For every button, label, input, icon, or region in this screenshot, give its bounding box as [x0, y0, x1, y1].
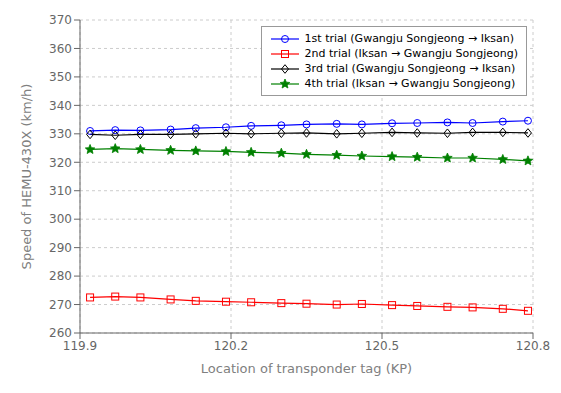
html-text:3rd trial (Gwangju Songjeong →: 3rd trial (Gwangju Songjeong → Iksan)	[304, 62, 516, 75]
html-text:2nd trial (Iksan → Gwangju Son: 2nd trial (Iksan → Gwangju Songjeong)	[304, 47, 518, 60]
svg-text:350: 350	[49, 70, 72, 84]
svg-text:330: 330	[49, 127, 72, 141]
svg-text:270: 270	[49, 298, 72, 312]
svg-text:120.8: 120.8	[516, 339, 550, 353]
svg-text:290: 290	[49, 241, 72, 255]
svg-text:260: 260	[49, 326, 72, 340]
svg-text:320: 320	[49, 156, 72, 170]
svg-text:119.9: 119.9	[63, 339, 97, 353]
svg-text:340: 340	[49, 99, 72, 113]
svg-text:Speed of HEMU-430X (km/h): Speed of HEMU-430X (km/h)	[19, 84, 34, 270]
svg-text:120.2: 120.2	[214, 339, 248, 353]
html-text:1st trial (Gwangju Songjeong →: 1st trial (Gwangju Songjeong → Iksan)	[304, 32, 515, 45]
svg-text:280: 280	[49, 269, 72, 283]
html-text:4th trial (Iksan → Gwangju Son: 4th trial (Iksan → Gwangju Songjeong)	[304, 77, 516, 90]
svg-text:Location of transponder tag (K: Location of transponder tag (KP)	[201, 361, 412, 376]
svg-text:360: 360	[49, 42, 72, 56]
svg-text:120.5: 120.5	[365, 339, 399, 353]
svg-text:300: 300	[49, 212, 72, 226]
svg-text:310: 310	[49, 184, 72, 198]
svg-text:370: 370	[49, 13, 72, 27]
